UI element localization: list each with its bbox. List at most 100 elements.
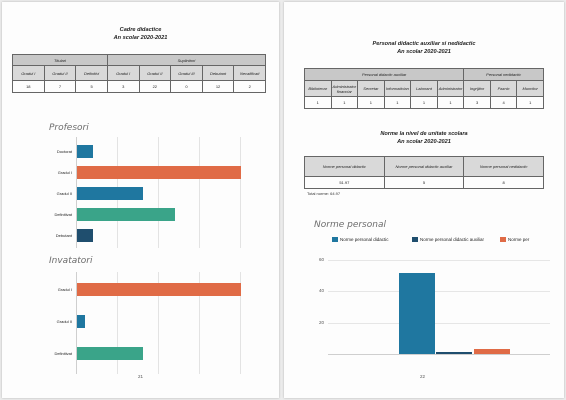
table-header-0: Bibliotecar (304, 80, 332, 97)
table-header-6: Ingrijitor (463, 80, 491, 97)
table-header-5: Administrator (436, 80, 465, 97)
table-header-8: Muncitor (516, 80, 544, 97)
legend-swatch (500, 237, 506, 242)
auxiliary-staff-table: Personal didactic auxiliar Personal nedi… (303, 68, 544, 109)
bar-series-1 (436, 352, 472, 354)
norms-total-note: Total norme: 64.97 (307, 191, 341, 196)
legend-item: Norme personal didactic (332, 237, 389, 242)
grid-line (158, 137, 159, 248)
grid-line (328, 322, 550, 324)
category-label: Doctorat (56, 149, 72, 154)
table-header-2: Secretar (357, 80, 385, 97)
title2-line-1: Norme la nivel de unitate scolara (380, 131, 468, 137)
table-cell-8: 1 (516, 96, 544, 109)
category-label: Definitivat (54, 212, 72, 217)
chart-axis (76, 272, 77, 374)
page-title: Personal didactic auxiliar si nedidactic… (284, 40, 564, 56)
table-header-1: Administrator financiar (330, 80, 359, 97)
group-header-suplinitori: Suplinitori (106, 54, 267, 66)
group-header-titulari: Titulari (12, 54, 108, 66)
category-label: Gradul II (56, 319, 72, 324)
grid-line (240, 137, 241, 248)
bar-gradul-ii (77, 315, 86, 328)
title-line-1: Personal didactic auxiliar si nedidactic (372, 41, 476, 47)
legend-label: Norme personal didactic (340, 237, 389, 242)
category-label: Debutant (55, 233, 72, 238)
category-label: Gradul I (57, 170, 72, 175)
title-line-2: An scolar 2020-2021 (113, 35, 168, 41)
table-header-5: Gradul III (170, 65, 203, 81)
bar-definitivat (77, 347, 143, 360)
table-header-2: Norme personal nedidactic (463, 156, 544, 177)
left-page: Cadre didactice An scolar 2020-2021 Titu… (2, 2, 279, 398)
table-cell-1: 1 (330, 96, 359, 109)
table-header-3: Gradul I (106, 65, 140, 81)
y-tick-label: 20 (318, 319, 324, 325)
table-header-1: Gradul II (43, 65, 77, 81)
table-header-4: Gradul II (138, 65, 172, 81)
page-number: 21 (138, 374, 144, 379)
y-tick-label: 40 (318, 288, 324, 294)
title-line-2: An scolar 2020-2021 (397, 49, 451, 55)
group-header-auxiliar: Personal didactic auxiliar (303, 68, 465, 81)
table-cell-0: 18 (12, 80, 45, 93)
bar-gradul-ii (77, 187, 143, 200)
chart-title-profesori: Profesori (49, 123, 89, 133)
table-cell-2: 8 (463, 176, 544, 189)
table-header-0: Norme personal didactic (304, 156, 385, 177)
norms-table: Norme personal didactic Norme personal di… (304, 156, 544, 189)
table-header-6: Debutant (201, 65, 235, 81)
legend-item: Norme per (500, 237, 529, 242)
table-header-2: Definitivi (75, 65, 108, 81)
legend-item: Norme personal didactic auxiliar (412, 237, 484, 242)
table-cell-1: 5 (383, 176, 465, 189)
table-cell-0: 1 (304, 96, 332, 109)
page-title: Cadre didactice An scolar 2020-2021 (2, 26, 279, 42)
grid-line (240, 272, 241, 374)
table-cell-7: 4 (489, 96, 518, 109)
title-line-1: Cadre didactice (119, 27, 162, 33)
table-cell-5: 0 (170, 80, 203, 93)
chart-title-invatatori: Invatatori (49, 256, 93, 266)
group-header-nedidactic: Personal nedidactic (463, 68, 544, 81)
bar-gradul-i (77, 283, 241, 296)
bar-series-0 (399, 272, 435, 354)
grid-line (199, 272, 200, 374)
grid-line (199, 137, 200, 248)
grid-line (158, 272, 159, 374)
chart-axis (76, 137, 77, 248)
table-cell-5: 1 (436, 96, 465, 109)
x-axis (328, 354, 550, 355)
table-header-7: Necalificati (233, 65, 266, 81)
table-cell-4: 22 (138, 80, 172, 93)
table-cell-4: 1 (410, 96, 438, 109)
bar-definitivat (77, 208, 176, 221)
legend-label: Norme per (508, 237, 530, 242)
grid-line (328, 260, 550, 261)
title2-line-2: An scolar 2020-2021 (397, 139, 451, 145)
table-cell-0: 51.97 (304, 176, 385, 189)
table-cell-1: 7 (43, 80, 77, 93)
legend-swatch (332, 237, 338, 242)
category-label: Gradul I (57, 287, 72, 292)
y-tick-label: 60 (318, 257, 324, 262)
category-label: Gradul II (56, 191, 72, 196)
bar-series-2 (474, 349, 510, 354)
table-header-0: Gradul I (12, 65, 45, 81)
page-number: 22 (420, 374, 426, 379)
bar-gradul-i (77, 166, 241, 179)
grid-line (328, 291, 550, 293)
table-header-7: Paznic (489, 80, 518, 97)
table-cell-2: 5 (75, 80, 108, 93)
norms-title: Norme la nivel de unitate scolara An sco… (284, 130, 564, 146)
teachers-table: Titulari Suplinitori Gradul I Gradul II De… (12, 54, 267, 93)
table-header-4: Laborant (410, 80, 438, 97)
legend-label: Norme personal didactic auxiliar (420, 237, 485, 242)
table-cell-6: 3 (463, 96, 491, 109)
table-cell-7: 2 (233, 80, 266, 93)
bar-debutant (77, 229, 94, 242)
right-page: Personal didactic auxiliar si nedidactic… (284, 2, 564, 398)
table-cell-3: 1 (383, 96, 412, 109)
chart-title-norme: Norme personal (314, 220, 386, 230)
table-cell-6: 12 (201, 80, 235, 93)
